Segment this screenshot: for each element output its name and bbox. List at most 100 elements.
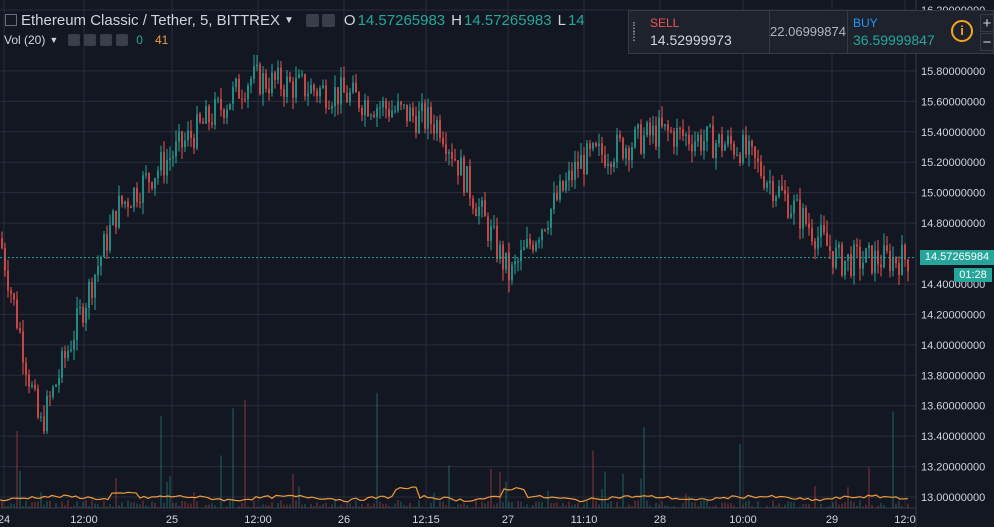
candle-body bbox=[616, 134, 618, 162]
candle-body bbox=[784, 190, 786, 195]
volume-bar bbox=[625, 507, 627, 508]
volume-bar bbox=[13, 504, 15, 508]
candle-body bbox=[433, 124, 435, 134]
volume-bar bbox=[535, 501, 537, 508]
volume-bar bbox=[439, 501, 441, 508]
volume-label[interactable]: Vol (20) bbox=[4, 33, 46, 47]
settings-icon[interactable] bbox=[321, 13, 335, 27]
candle-body bbox=[796, 199, 798, 201]
eye-icon[interactable] bbox=[68, 34, 81, 46]
volume-bar bbox=[592, 450, 594, 508]
volume-bar bbox=[25, 500, 27, 508]
candle-body bbox=[601, 143, 603, 155]
volume-bar bbox=[553, 503, 555, 508]
volume-bar bbox=[148, 506, 150, 508]
candle-body bbox=[562, 181, 564, 191]
volume-bar bbox=[835, 500, 837, 508]
candle-body bbox=[10, 290, 12, 294]
candle-body bbox=[238, 78, 240, 99]
drag-handle-icon[interactable]: ⁞ ⁞ bbox=[632, 19, 636, 44]
volume-bar bbox=[856, 505, 858, 508]
candle-body bbox=[637, 124, 639, 129]
candle-body bbox=[154, 178, 156, 189]
candle-body bbox=[895, 257, 897, 264]
candle-body bbox=[550, 209, 552, 228]
volume-bar bbox=[319, 505, 321, 508]
zoom-in-button[interactable]: + bbox=[980, 14, 994, 32]
candle-body bbox=[850, 254, 852, 276]
candle-body bbox=[340, 77, 342, 105]
settings-icon[interactable] bbox=[84, 34, 97, 46]
candle-body bbox=[829, 245, 831, 252]
candle-body bbox=[178, 131, 180, 142]
volume-bar bbox=[616, 502, 618, 508]
candle-body bbox=[760, 161, 762, 176]
volume-legend: Vol (20) ▼ 0 41 bbox=[4, 33, 168, 47]
candle-body bbox=[40, 416, 42, 418]
volume-bar bbox=[190, 503, 192, 508]
candle-body bbox=[157, 170, 159, 179]
volume-bar bbox=[322, 504, 324, 508]
price-tick-label: 13.60000000 bbox=[921, 401, 985, 413]
volume-bar bbox=[667, 505, 669, 508]
candle-body bbox=[208, 106, 210, 123]
candle-body bbox=[181, 131, 183, 148]
candle-body bbox=[889, 250, 891, 271]
sell-button[interactable]: SELL 14.52999973 bbox=[645, 11, 770, 53]
candle-body bbox=[514, 261, 516, 265]
candle-body bbox=[253, 66, 255, 79]
info-icon[interactable]: i bbox=[951, 20, 973, 42]
candle-body bbox=[223, 109, 225, 118]
volume-bar bbox=[643, 427, 645, 508]
eye-icon[interactable] bbox=[305, 13, 319, 27]
volume-bar bbox=[610, 501, 612, 508]
candle-body bbox=[25, 362, 27, 375]
chevron-down-icon[interactable]: ▼ bbox=[49, 35, 59, 45]
candle-body bbox=[130, 207, 132, 209]
remove-icon[interactable] bbox=[100, 34, 113, 46]
volume-bar bbox=[721, 502, 723, 508]
candle-body bbox=[313, 84, 315, 91]
price-tick-label: 15.80000000 bbox=[921, 66, 985, 78]
volume-bar bbox=[49, 500, 51, 508]
candle-body bbox=[448, 152, 450, 154]
symbol-header: Ethereum Classic / Tether, 5, BITTREX ▼ … bbox=[0, 7, 585, 33]
candle-body bbox=[841, 244, 843, 276]
zoom-out-button[interactable]: − bbox=[980, 33, 994, 51]
volume-bar bbox=[562, 503, 564, 508]
volume-bar bbox=[463, 502, 465, 508]
candle-body bbox=[412, 107, 414, 117]
candle-body bbox=[127, 201, 129, 208]
time-tick-label: 12:00 bbox=[70, 514, 98, 526]
volume-bar bbox=[454, 506, 456, 508]
collapse-legend-icon[interactable] bbox=[5, 14, 17, 26]
more-icon[interactable] bbox=[116, 34, 129, 46]
volume-bar bbox=[475, 500, 477, 508]
time-tick-label: 11:10 bbox=[571, 514, 598, 526]
chevron-down-icon[interactable]: ▼ bbox=[283, 14, 294, 26]
candle-body bbox=[31, 384, 33, 387]
candle-body bbox=[403, 104, 405, 106]
volume-bar bbox=[382, 504, 384, 508]
volume-bar bbox=[877, 505, 879, 508]
candle-body bbox=[295, 77, 297, 98]
spread-value: 22.06999874 bbox=[770, 24, 846, 39]
candle-body bbox=[229, 103, 231, 110]
symbol-title[interactable]: Ethereum Classic / Tether, 5, BITTREX bbox=[21, 11, 280, 29]
candle-body bbox=[319, 87, 321, 97]
volume-bar bbox=[778, 503, 780, 508]
candle-body bbox=[148, 173, 150, 183]
buy-price: 36.59999847 bbox=[853, 32, 935, 48]
volume-bar bbox=[820, 503, 822, 508]
buy-button[interactable]: BUY 36.59999847 bbox=[847, 11, 940, 53]
candle-body bbox=[748, 140, 750, 155]
candle-body bbox=[817, 236, 819, 249]
volume-bar bbox=[400, 501, 402, 508]
candle-body bbox=[706, 126, 708, 142]
volume-bar bbox=[619, 506, 621, 508]
candle-body bbox=[292, 81, 294, 98]
candle-body bbox=[358, 92, 360, 109]
volume-bar bbox=[370, 505, 372, 508]
